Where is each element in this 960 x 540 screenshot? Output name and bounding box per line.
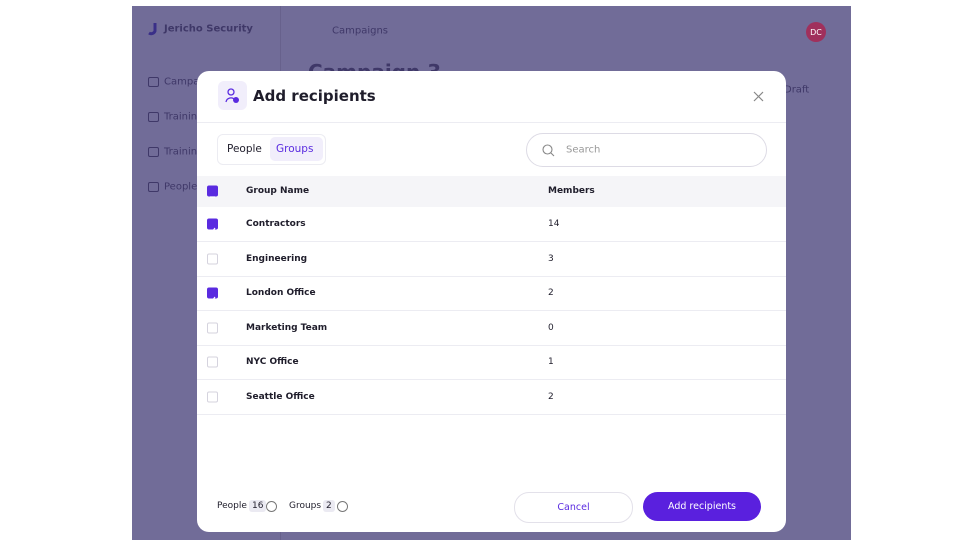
tabs xyxy=(217,134,326,165)
row-divider xyxy=(197,275,786,277)
row-divider xyxy=(197,241,786,242)
member-count: 3 xyxy=(548,253,554,264)
count-label: People xyxy=(217,501,247,511)
add-recipients-button[interactable]: Add recipients xyxy=(643,492,761,521)
row-checkbox[interactable] xyxy=(207,356,218,368)
row-divider xyxy=(197,344,786,346)
member-count: 0 xyxy=(548,322,554,333)
group-name: London Office xyxy=(246,288,316,298)
group-name: Contractors xyxy=(246,219,306,229)
row-divider xyxy=(197,379,786,380)
search-box[interactable] xyxy=(526,133,767,167)
nav-item[interactable]: People xyxy=(164,181,198,193)
select-all-checkbox[interactable] xyxy=(207,185,218,198)
nav-icon xyxy=(148,182,159,192)
nav-item[interactable]: Training xyxy=(164,111,204,123)
row-checkbox[interactable] xyxy=(207,391,218,402)
close-button[interactable] xyxy=(753,91,764,102)
nav-icon xyxy=(148,77,159,87)
count-badge: 2 xyxy=(323,500,335,512)
cancel-button[interactable]: Cancel xyxy=(514,492,633,523)
member-count: 2 xyxy=(548,288,554,298)
column-header[interactable]: Group Name xyxy=(246,186,310,196)
member-count: 2 xyxy=(548,391,554,402)
avatar[interactable]: DC xyxy=(806,22,826,42)
group-name: Engineering xyxy=(246,253,308,264)
search-placeholder: Search xyxy=(566,144,601,156)
status[interactable]: Draft xyxy=(784,84,810,96)
count-badge: 16 xyxy=(249,500,267,512)
modal: Add recipients Search Cancel Add recipie… xyxy=(197,71,786,532)
info-icon[interactable] xyxy=(337,501,348,512)
nav-item[interactable]: Campaigns xyxy=(164,76,221,88)
group-name: Seattle Office xyxy=(246,391,315,402)
member-count: 14 xyxy=(548,219,560,229)
row-checkbox[interactable] xyxy=(207,287,218,302)
column-header[interactable]: Members xyxy=(548,186,595,196)
row-checkbox[interactable] xyxy=(207,322,218,333)
tab-active-bg xyxy=(270,137,323,161)
count-label: Groups xyxy=(289,501,322,511)
group-name: NYC Office xyxy=(246,357,299,367)
tab[interactable]: Groups xyxy=(276,143,314,155)
row-divider xyxy=(197,413,786,415)
row-checkbox[interactable] xyxy=(207,253,218,264)
member-count: 1 xyxy=(548,357,554,367)
group-name: Marketing Team xyxy=(246,322,328,333)
breadcrumb[interactable]: Campaigns xyxy=(332,25,389,37)
row-checkbox[interactable] xyxy=(207,218,218,233)
row-divider xyxy=(197,310,786,311)
nav-icon xyxy=(148,112,159,122)
tab[interactable]: People xyxy=(227,143,262,155)
modal-title: Add recipients xyxy=(253,87,376,105)
divider xyxy=(197,122,786,123)
info-icon[interactable] xyxy=(266,501,277,512)
nav-icon xyxy=(148,147,159,157)
nav-item[interactable]: Training xyxy=(164,146,204,158)
logo xyxy=(148,23,157,36)
brand: Jericho Security xyxy=(164,23,253,35)
table-header xyxy=(197,176,786,207)
modal-icon xyxy=(218,81,247,110)
